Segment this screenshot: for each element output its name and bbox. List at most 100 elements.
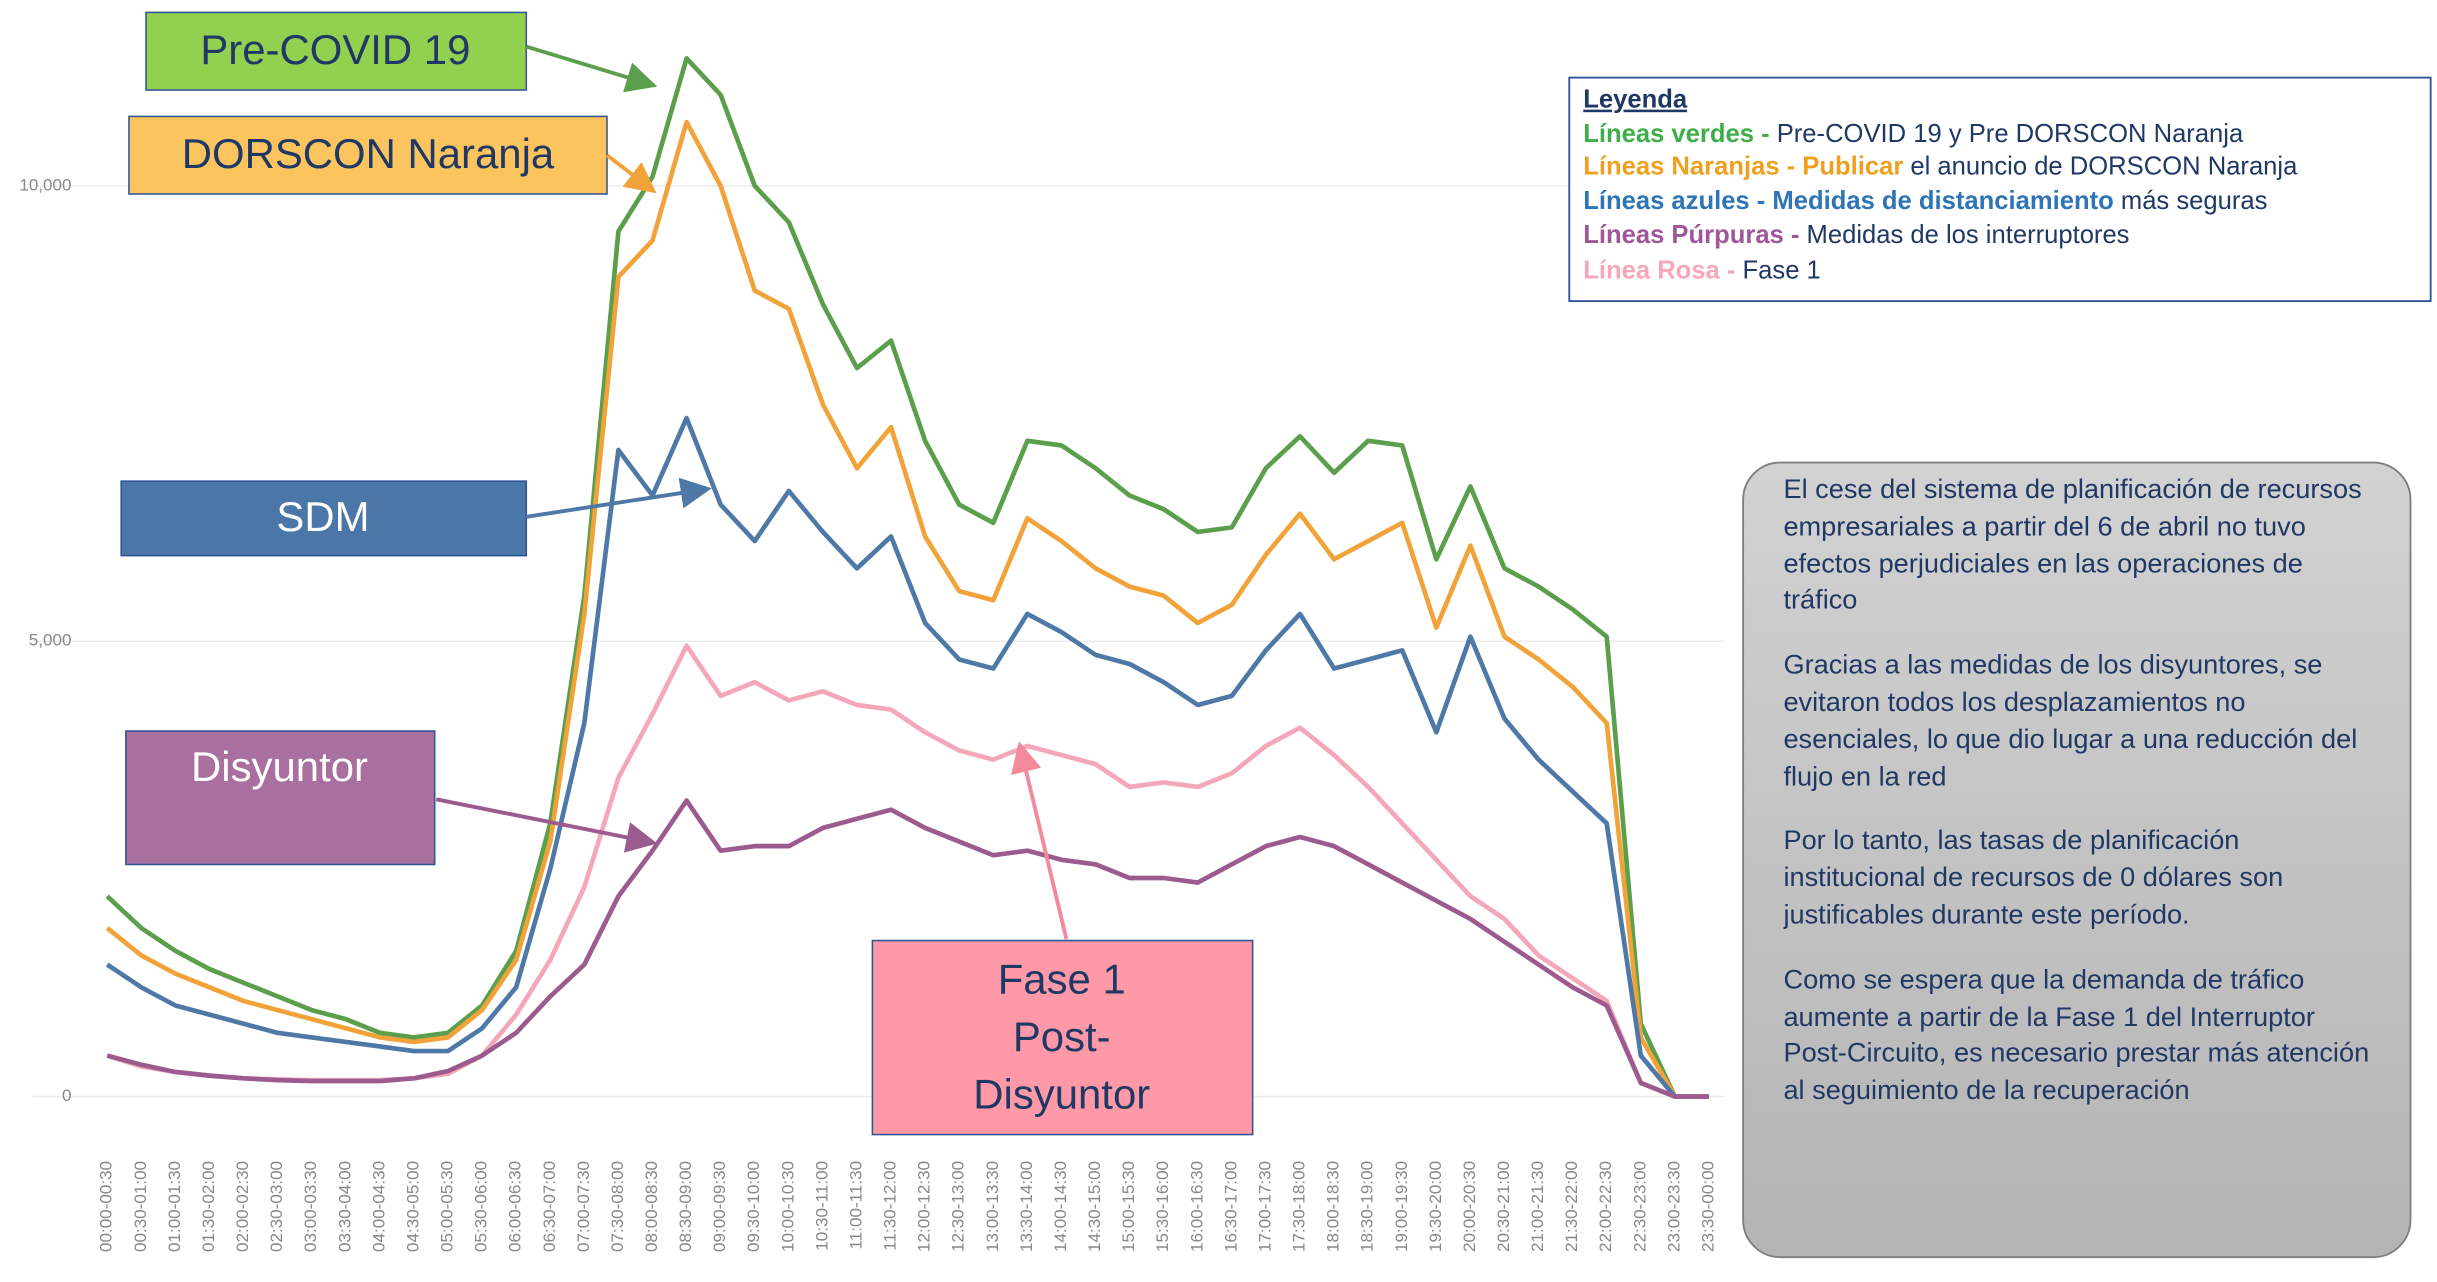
annotation-box bbox=[125, 730, 436, 866]
legend-box bbox=[1568, 76, 2432, 303]
annotation-box bbox=[871, 939, 1254, 1136]
x-tick-label: 13:00-13:30 bbox=[983, 1161, 1002, 1252]
x-tick-label: 18:30-19:00 bbox=[1358, 1161, 1377, 1252]
x-tick-label: 08:30-09:00 bbox=[676, 1161, 695, 1252]
annotation: SDM bbox=[120, 477, 712, 557]
legend-entry: Líneas Púrpuras - Medidas de los interru… bbox=[1583, 221, 2129, 249]
annotation-box bbox=[145, 11, 528, 91]
x-tick-label: 06:30-07:00 bbox=[540, 1161, 559, 1252]
x-tick-label: 10:30-11:00 bbox=[812, 1161, 831, 1251]
note-body: El cese del sistema de planificación de … bbox=[1783, 472, 2379, 1110]
annotation-text: Disyuntor bbox=[973, 1070, 1150, 1117]
x-tick-label: 16:00-16:30 bbox=[1187, 1161, 1206, 1252]
x-tick-label: 11:00-11:30 bbox=[846, 1161, 865, 1250]
legend-entry: Líneas verdes - Pre-COVID 19 y Pre DORSC… bbox=[1583, 120, 2244, 148]
x-tick-label: 04:00-04:30 bbox=[369, 1161, 388, 1252]
x-tick-label: 01:30-02:00 bbox=[199, 1161, 218, 1252]
note-content: El cese del sistema de planificación de … bbox=[1783, 472, 2379, 1110]
x-tick-label: 10:00-10:30 bbox=[778, 1161, 797, 1252]
x-tick-label: 00:00-00:30 bbox=[97, 1161, 116, 1252]
legend-entry: Líneas Naranjas - Publicar el anuncio de… bbox=[1583, 152, 2298, 180]
legend-label: Línea Rosa - bbox=[1583, 256, 1735, 284]
annotation: Pre-COVID 19 bbox=[145, 11, 658, 93]
annotation: Disyuntor bbox=[125, 730, 658, 866]
annotation-text: Disyuntor bbox=[191, 743, 368, 790]
x-tick-label: 23:00-23:30 bbox=[1664, 1161, 1683, 1252]
legend-label: Líneas verdes - bbox=[1583, 120, 1769, 148]
annotation: Fase 1 Post- Disyuntor bbox=[871, 741, 1254, 1136]
annotation-text: Fase 1 bbox=[998, 956, 1126, 1003]
x-tick-label: 13:30-14:00 bbox=[1017, 1161, 1036, 1252]
x-tick-label: 07:00-07:30 bbox=[574, 1161, 593, 1252]
x-tick-label: 23:30-00:00 bbox=[1698, 1161, 1717, 1252]
legend-entry: Línea Rosa - Fase 1 bbox=[1583, 256, 1821, 284]
x-tick-label: 12:30-13:00 bbox=[949, 1161, 968, 1252]
x-tick-label: 03:00-03:30 bbox=[301, 1161, 320, 1252]
annotation-box bbox=[120, 480, 528, 557]
annotation-arrow bbox=[525, 44, 658, 93]
note-paragraph: Por lo tanto, las tasas de planificación… bbox=[1783, 824, 2284, 930]
x-tick-label: 14:00-14:30 bbox=[1051, 1161, 1070, 1252]
x-tick-label: 07:30-08:00 bbox=[608, 1161, 627, 1252]
series-line bbox=[106, 798, 1709, 1099]
x-tick-label: 04:30-05:00 bbox=[403, 1161, 422, 1252]
legend-title: Leyenda bbox=[1583, 86, 1688, 114]
series-line bbox=[105, 119, 1709, 1099]
note-paragraph: Como se espera que la demanda de tráfico… bbox=[1783, 963, 2370, 1106]
annotation-arrow bbox=[605, 153, 657, 194]
x-tick-label: 17:00-17:30 bbox=[1255, 1161, 1274, 1252]
x-tick-label: 02:30-03:00 bbox=[267, 1161, 286, 1252]
annotation-arrow bbox=[435, 797, 658, 853]
annotation: DORSCON Naranja bbox=[128, 115, 657, 195]
legend-entry: Líneas azules - Medidas de distanciamien… bbox=[1583, 187, 2267, 215]
annotation-arrow bbox=[525, 477, 712, 519]
x-tick-label: 16:30-17:00 bbox=[1221, 1161, 1240, 1252]
x-tick-label: 20:00-20:30 bbox=[1460, 1161, 1479, 1252]
legend-text: Pre-COVID 19 y Pre DORSCON Naranja bbox=[1777, 120, 2244, 148]
legend: Leyenda Líneas verdes - Pre-COVID 19 y P… bbox=[1568, 76, 2432, 303]
x-tick-label: 12:00-12:30 bbox=[915, 1161, 934, 1252]
x-tick-label: 02:00-02:30 bbox=[233, 1161, 252, 1252]
note: El cese del sistema de planificación de … bbox=[1742, 461, 2412, 1259]
y-tick-label: 5,000 bbox=[29, 631, 72, 650]
legend-text: más seguras bbox=[2121, 187, 2268, 215]
x-tick-label: 15:00-15:30 bbox=[1119, 1161, 1138, 1252]
x-tick-label: 09:30-10:00 bbox=[744, 1161, 763, 1252]
series-line bbox=[105, 415, 1709, 1099]
plot-area: 0 5,000 10,000 00:00-00:30 00:30-01:00 01:00-… bbox=[19, 56, 1725, 1252]
x-tick-label: 06:00-06:30 bbox=[506, 1161, 525, 1252]
x-tick-label: 19:00-19:30 bbox=[1392, 1161, 1411, 1252]
x-tick-label: 11:30-12:00 bbox=[881, 1161, 900, 1251]
note-paragraph: Gracias a las medidas de los disyuntores… bbox=[1783, 649, 2358, 791]
x-tick-label: 18:00-18:30 bbox=[1324, 1161, 1343, 1252]
legend-label: Líneas azules - Medidas de distanciamien… bbox=[1583, 187, 2114, 215]
x-tick-label: 14:30-15:00 bbox=[1085, 1161, 1104, 1252]
x-tick-label: 05:00-05:30 bbox=[438, 1161, 457, 1252]
y-tick-label: 10,000 bbox=[19, 175, 71, 194]
x-tick-label: 01:00-01:30 bbox=[165, 1161, 184, 1252]
annotation-text: Pre-COVID 19 bbox=[200, 26, 470, 73]
x-tick-label: 22:00-22:30 bbox=[1596, 1161, 1615, 1252]
legend-text: Medidas de los interruptores bbox=[1807, 221, 2130, 249]
x-tick-label: 19:30-20:00 bbox=[1426, 1161, 1445, 1252]
x-tick-label: 15:30-16:00 bbox=[1153, 1161, 1172, 1252]
legend-label: Líneas Naranjas - Publicar bbox=[1583, 152, 1903, 180]
note-paragraph: El cese del sistema de planificación de … bbox=[1783, 473, 2362, 616]
x-tick-label: 00:30-01:00 bbox=[131, 1161, 150, 1252]
annotation-text: DORSCON Naranja bbox=[182, 130, 555, 177]
legend-label: Líneas Púrpuras - bbox=[1583, 221, 1799, 249]
x-tick-label: 21:30-22:00 bbox=[1562, 1161, 1581, 1252]
annotation-arrow bbox=[1011, 741, 1069, 940]
annotation-text: Post- bbox=[1013, 1013, 1111, 1060]
x-tick-label: 22:30-23:00 bbox=[1630, 1161, 1649, 1252]
x-tick-label: 08:00-08:30 bbox=[642, 1161, 661, 1252]
x-tick-label: 05:30-06:00 bbox=[472, 1161, 491, 1252]
annotation-text: SDM bbox=[276, 493, 369, 540]
x-tick-label: 20:30-21:00 bbox=[1494, 1161, 1513, 1252]
series-line bbox=[105, 56, 1709, 1099]
x-tick-label: 21:00-21:30 bbox=[1528, 1161, 1547, 1252]
x-tick-label: 09:00-09:30 bbox=[710, 1161, 729, 1252]
annotation-box bbox=[128, 115, 608, 195]
legend-text: Fase 1 bbox=[1743, 256, 1821, 284]
